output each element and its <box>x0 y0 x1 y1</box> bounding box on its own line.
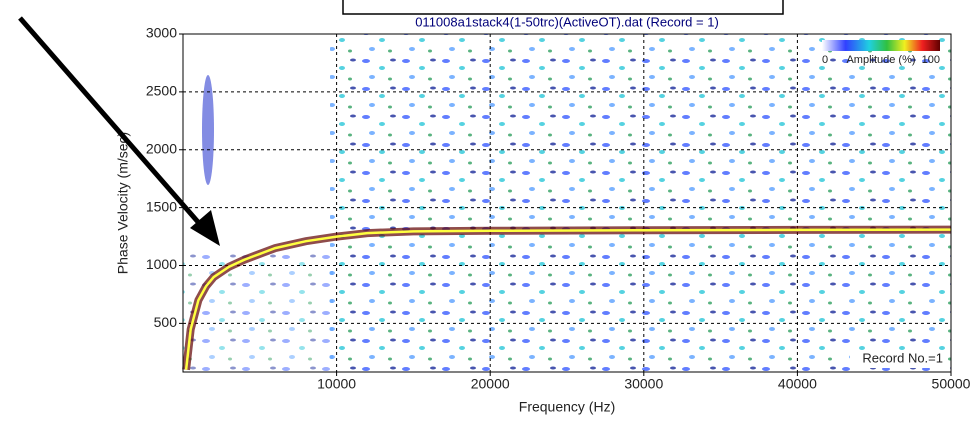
colorbar <box>822 40 940 51</box>
y-tick-label: 2500 <box>146 83 177 99</box>
x-tick-label: 50000 <box>932 376 971 392</box>
chart-title: 011008a1stack4(1-50trc)(ActiveOT).dat (R… <box>415 14 719 29</box>
y-tick-label: 2000 <box>146 140 177 156</box>
blank-box <box>342 0 784 15</box>
y-tick-label: 500 <box>154 314 178 330</box>
y-tick-label: 1000 <box>146 256 177 272</box>
legend-min: 0 <box>822 54 828 66</box>
y-axis-label: Phase Velocity (m/sec) <box>115 132 131 274</box>
legend-max: 100 <box>922 54 940 66</box>
heatmap-texture <box>330 34 951 372</box>
heatmap-blob <box>202 75 214 185</box>
x-tick-label: 40000 <box>778 376 817 392</box>
y-tick-label: 1500 <box>146 198 177 214</box>
annotation-box <box>850 350 946 368</box>
annotation: Record No.=1 <box>862 350 943 365</box>
x-tick-label: 10000 <box>317 376 356 392</box>
arrow-shaft <box>18 16 207 232</box>
x-axis-label: Frequency (Hz) <box>519 399 615 415</box>
heatmap-texture <box>183 250 333 372</box>
dispersion-curve <box>184 228 952 370</box>
legend-title: Amplitude (%) <box>846 54 915 66</box>
x-tick-label: 30000 <box>624 376 663 392</box>
arrow-head <box>190 210 220 246</box>
x-tick-label: 20000 <box>471 376 510 392</box>
y-tick-label: 3000 <box>146 25 177 41</box>
